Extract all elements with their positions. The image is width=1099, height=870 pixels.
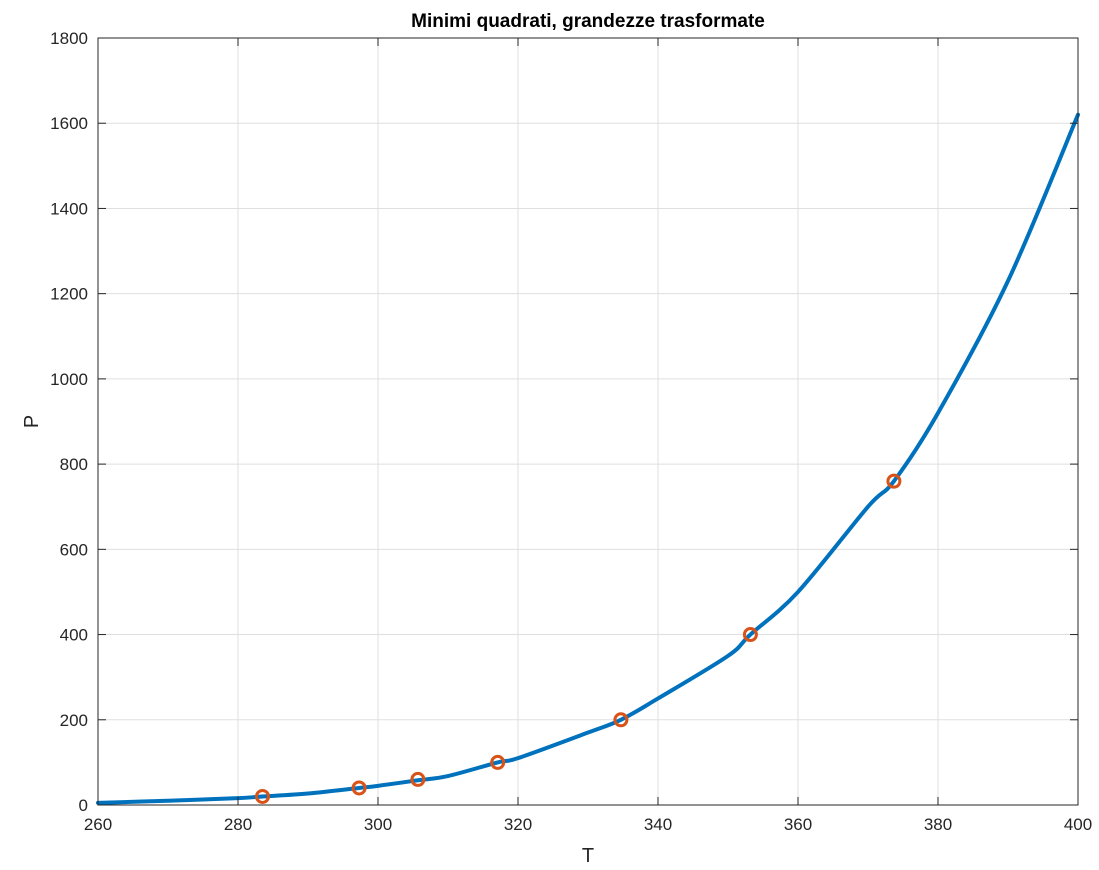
y-tick-label: 1000 bbox=[50, 370, 88, 389]
x-tick-label: 400 bbox=[1064, 815, 1092, 834]
data-point-marker bbox=[351, 780, 367, 796]
data-point-marker bbox=[490, 754, 506, 770]
axes-box bbox=[97, 37, 1079, 806]
data-point-marker bbox=[613, 712, 629, 728]
x-tick-label: 260 bbox=[84, 815, 112, 834]
y-axis-label: P bbox=[21, 415, 43, 428]
x-axis-label: T bbox=[582, 845, 594, 867]
data-point-marker bbox=[886, 473, 902, 489]
data-point-marker bbox=[255, 788, 270, 804]
y-tick-label: 600 bbox=[60, 540, 88, 559]
x-tick-label: 340 bbox=[644, 815, 672, 834]
y-tick-label: 1400 bbox=[50, 199, 88, 218]
fit-curve-line bbox=[96, 112, 1080, 805]
plot-series bbox=[96, 112, 1080, 805]
chart-title: Minimi quadrati, grandezze trasformate bbox=[411, 11, 765, 32]
y-tick-label: 800 bbox=[60, 455, 88, 474]
y-tick-label: 200 bbox=[60, 711, 88, 730]
data-point-marker bbox=[742, 627, 758, 643]
axis-ticks: 260 280 300 320 340 360 380 400 0 200 400 600 800 100… bbox=[50, 29, 1092, 834]
x-tick-label: 300 bbox=[364, 815, 392, 834]
y-tick-label: 1200 bbox=[50, 285, 88, 304]
x-tick-label: 380 bbox=[924, 815, 952, 834]
data-point-marker bbox=[410, 771, 426, 787]
y-tick-label: 0 bbox=[79, 796, 88, 815]
x-tick-label: 320 bbox=[504, 815, 532, 834]
y-tick-label: 1800 bbox=[50, 29, 88, 48]
y-tick-label: 1600 bbox=[50, 114, 88, 133]
y-tick-label: 400 bbox=[60, 626, 88, 645]
x-tick-label: 280 bbox=[224, 815, 252, 834]
x-tick-label: 360 bbox=[784, 815, 812, 834]
